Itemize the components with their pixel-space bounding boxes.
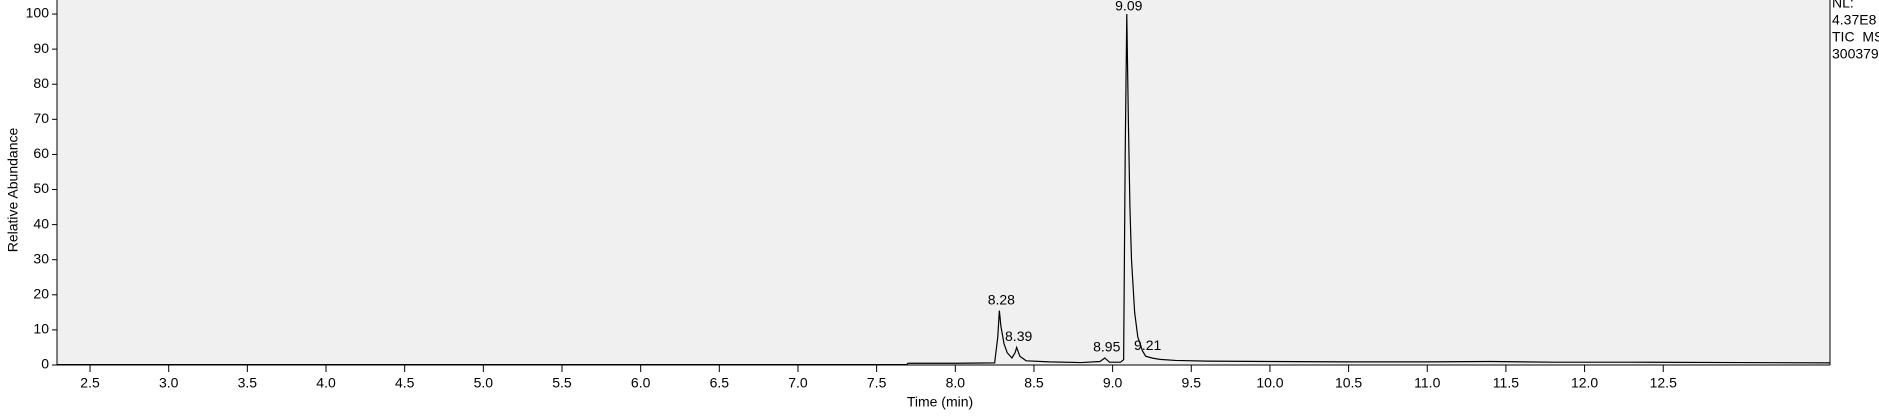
- x-tick-label: 5.0: [474, 375, 494, 391]
- x-tick-label: 5.5: [552, 375, 572, 391]
- x-tick-label: 6.5: [710, 375, 730, 391]
- x-tick-label: 10.5: [1335, 375, 1362, 391]
- info-text: NL:: [1832, 0, 1854, 11]
- y-tick-label: 10: [33, 321, 49, 337]
- peak-label: 8.28: [988, 291, 1015, 307]
- peak-label: 9.21: [1134, 337, 1161, 353]
- x-tick-label: 7.5: [867, 375, 887, 391]
- x-tick-label: 12.5: [1650, 375, 1677, 391]
- x-tick-label: 2.5: [80, 375, 100, 391]
- peak-label: 8.39: [1005, 328, 1032, 344]
- peak-label: 8.95: [1093, 339, 1120, 355]
- x-tick-label: 7.0: [788, 375, 808, 391]
- x-tick-label: 6.0: [631, 375, 651, 391]
- x-tick-label: 11.5: [1493, 375, 1519, 391]
- y-tick-label: 20: [33, 286, 49, 302]
- x-tick-label: 4.0: [316, 375, 336, 391]
- info-text: TIC MS: [1832, 29, 1879, 45]
- x-tick-label: 11.0: [1414, 375, 1440, 391]
- x-tick-label: 9.5: [1182, 375, 1202, 391]
- y-tick-label: 90: [33, 40, 49, 56]
- y-tick-label: 30: [33, 250, 49, 266]
- plot-area: [57, 0, 1830, 365]
- x-tick-label: 3.0: [159, 375, 179, 391]
- y-tick-label: 100: [26, 5, 50, 21]
- y-tick-label: 40: [33, 215, 49, 231]
- x-tick-label: 9.0: [1103, 375, 1123, 391]
- x-tick-label: 8.0: [946, 375, 966, 391]
- x-axis-label: Time (min): [907, 394, 973, 410]
- x-tick-label: 3.5: [238, 375, 258, 391]
- trace: [57, 14, 1831, 366]
- y-tick-label: 0: [41, 356, 49, 372]
- y-tick-label: 70: [33, 110, 49, 126]
- y-tick-label: 80: [33, 75, 49, 91]
- info-text: 300379: [1832, 46, 1879, 62]
- x-tick-label: 12.0: [1571, 375, 1598, 391]
- info-text: 4.37E8: [1832, 12, 1877, 28]
- x-tick-label: 8.5: [1024, 375, 1044, 391]
- y-tick-label: 50: [33, 180, 49, 196]
- x-tick-label: 10.0: [1256, 375, 1283, 391]
- y-axis-label: Relative Abundance: [5, 128, 21, 253]
- x-tick-label: 4.5: [395, 375, 415, 391]
- y-tick-label: 60: [33, 145, 49, 161]
- peak-label: 9.09: [1115, 0, 1142, 14]
